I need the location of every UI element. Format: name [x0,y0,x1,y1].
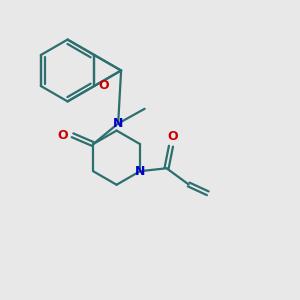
Text: O: O [58,129,68,142]
Text: O: O [99,80,110,92]
Text: N: N [135,165,145,178]
Text: O: O [167,130,178,143]
Text: N: N [113,117,123,130]
